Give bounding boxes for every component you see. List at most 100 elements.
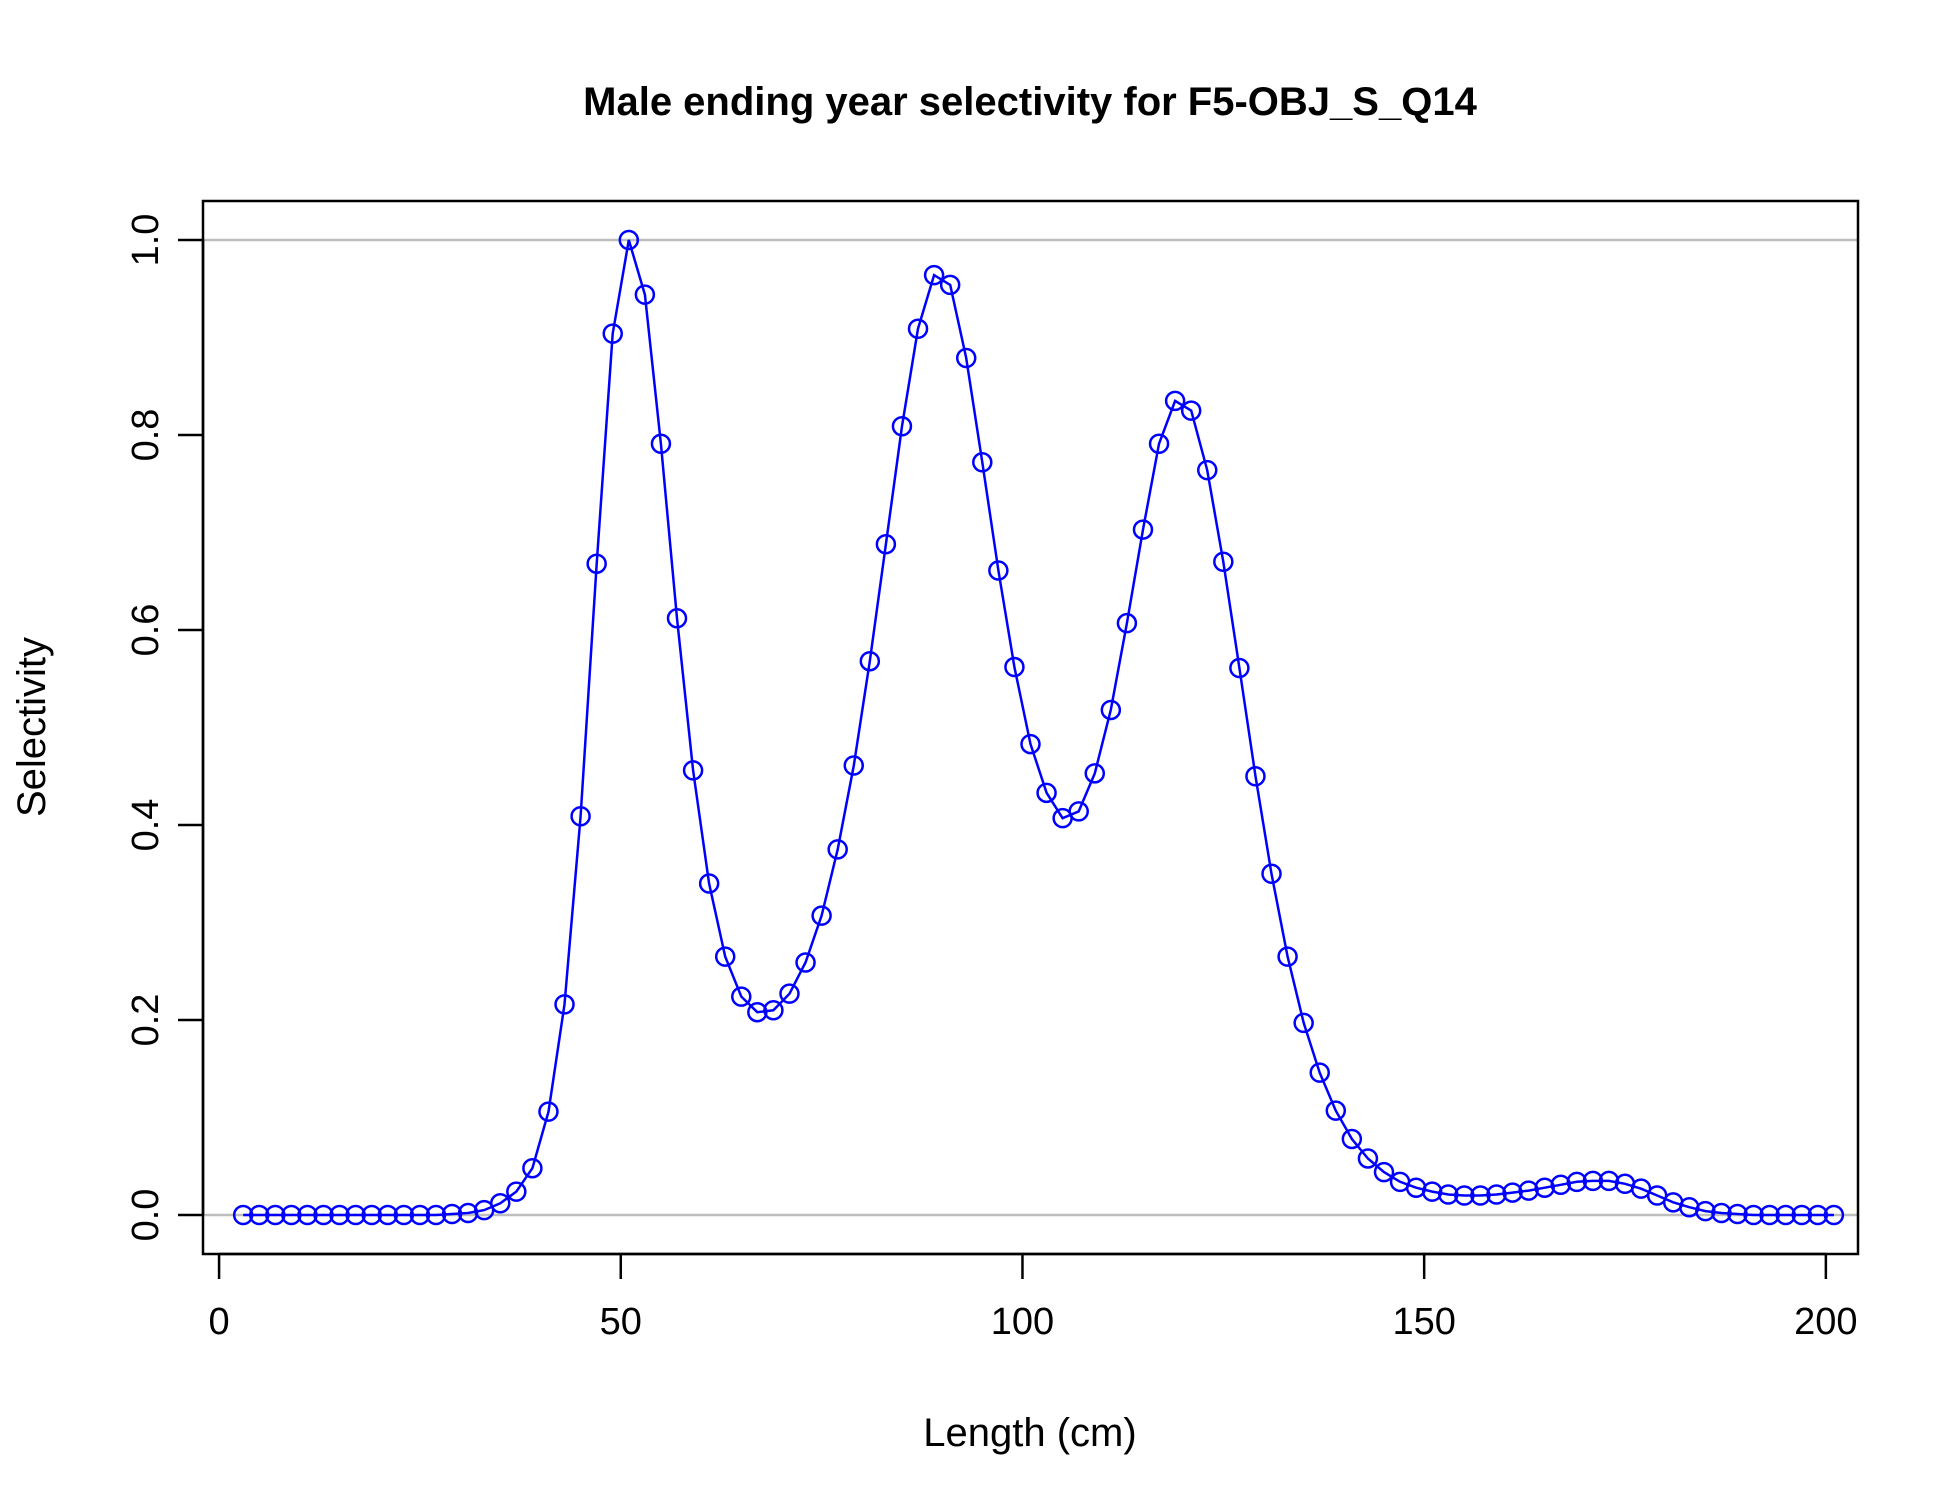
data-point: [1775, 1204, 1796, 1226]
data-point: [1229, 657, 1250, 679]
data-point: [1759, 1204, 1780, 1226]
data-point: [795, 952, 816, 973]
data-point: [1502, 1182, 1523, 1203]
data-point: [650, 433, 672, 455]
data-point: [747, 1001, 768, 1023]
x-axis-label: Length (cm): [923, 1411, 1136, 1455]
data-point: [731, 986, 752, 1007]
x-tick-label: 150: [1392, 1301, 1455, 1343]
data-point: [988, 560, 1009, 581]
data-point: [1357, 1148, 1379, 1169]
data-point: [1421, 1181, 1443, 1202]
data-point: [1518, 1180, 1539, 1201]
data-point: [1807, 1204, 1829, 1226]
data-point: [859, 650, 881, 672]
y-axis-label: Selectivity: [10, 637, 54, 817]
data-point: [907, 318, 929, 339]
data-point: [1695, 1200, 1716, 1222]
data-point: [1293, 1012, 1314, 1034]
data-point: [393, 1204, 415, 1226]
data-point: [281, 1204, 302, 1226]
data-point: [972, 452, 993, 473]
data-point: [1727, 1203, 1748, 1225]
y-tick-label: 0.8: [125, 409, 167, 462]
data-point: [843, 755, 865, 776]
reference-lines: [203, 238, 1858, 1217]
selectivity-series: [232, 229, 1845, 1226]
data-point: [666, 608, 688, 629]
y-tick-label: 0.2: [125, 994, 167, 1047]
data-point: [361, 1204, 382, 1226]
data-point: [313, 1204, 334, 1226]
chart-title: Male ending year selectivity for F5-OBJ_…: [583, 80, 1477, 124]
data-point: [1582, 1170, 1604, 1192]
data-point: [618, 229, 640, 251]
data-point: [698, 873, 720, 894]
y-tick-label: 1.0: [125, 214, 167, 267]
data-point: [1566, 1171, 1588, 1193]
y-tick-label: 0.4: [125, 799, 167, 852]
data-point: [923, 264, 945, 286]
data-point: [345, 1204, 366, 1226]
data-point: [1132, 519, 1154, 540]
data-point: [265, 1204, 286, 1226]
data-point: [297, 1204, 318, 1226]
x-tick-label: 50: [600, 1301, 642, 1343]
data-point: [425, 1204, 447, 1226]
data-point: [1470, 1185, 1491, 1206]
data-point: [1823, 1204, 1845, 1226]
data-point: [1245, 766, 1266, 787]
data-point: [522, 1157, 543, 1179]
data-point: [1598, 1170, 1620, 1192]
data-point: [875, 533, 897, 555]
y-tick-label: 0.0: [125, 1189, 167, 1242]
data-point: [1036, 782, 1057, 804]
data-point: [457, 1202, 479, 1224]
data-point: [1454, 1185, 1475, 1206]
x-tick-label: 0: [208, 1301, 229, 1343]
data-point: [409, 1204, 431, 1226]
data-point: [811, 905, 832, 926]
data-point: [1711, 1202, 1732, 1224]
data-point: [1180, 400, 1202, 421]
data-point: [682, 760, 704, 781]
data-point: [377, 1204, 399, 1226]
data-point: [955, 347, 977, 369]
data-point: [1196, 459, 1218, 481]
data-point: [441, 1203, 463, 1225]
data-point: [1550, 1174, 1571, 1196]
data-point: [1486, 1184, 1507, 1205]
data-point: [1373, 1161, 1395, 1183]
data-point: [586, 553, 607, 574]
data-point: [1743, 1204, 1764, 1226]
data-point: [1791, 1204, 1813, 1226]
data-point: [1309, 1062, 1330, 1083]
data-point: [329, 1204, 350, 1226]
data-point: [763, 1000, 784, 1021]
data-point: [1068, 801, 1089, 822]
data-point: [827, 839, 848, 860]
y-axis: 0.0 0.2 0.4 0.6 0.8 1.0: [125, 214, 205, 1242]
data-point: [248, 1204, 270, 1226]
data-point: [506, 1181, 527, 1202]
x-tick-label: 100: [991, 1301, 1054, 1343]
data-point: [1116, 612, 1138, 634]
data-point: [1213, 551, 1234, 572]
x-tick-label: 200: [1794, 1301, 1857, 1343]
data-point: [1341, 1128, 1363, 1150]
data-point: [490, 1193, 511, 1214]
data-point: [538, 1101, 559, 1122]
series-line: [243, 239, 1834, 1217]
data-point: [1004, 656, 1025, 678]
data-point: [1325, 1100, 1347, 1121]
data-point: [1164, 390, 1186, 412]
data-point: [1534, 1177, 1555, 1198]
data-point: [1084, 763, 1106, 784]
data-point: [1277, 946, 1298, 967]
data-point: [1438, 1184, 1459, 1205]
data-point: [554, 994, 575, 1015]
data-point: [634, 284, 656, 305]
data-point: [939, 274, 961, 296]
y-tick-label: 0.6: [125, 604, 167, 657]
